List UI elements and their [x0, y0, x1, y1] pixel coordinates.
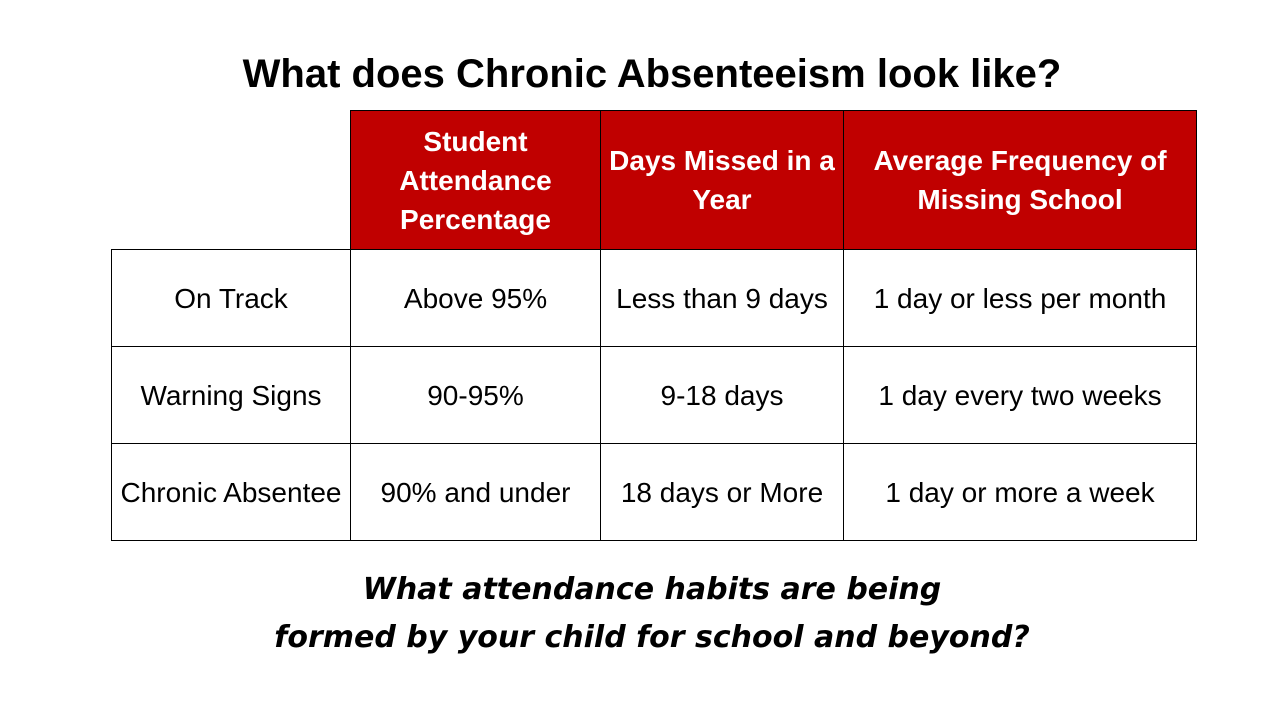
cell-days-missed: Less than 9 days — [600, 249, 844, 347]
cell-average-frequency: 1 day or less per month — [843, 249, 1197, 347]
cell-average-frequency: 1 day every two weeks — [843, 346, 1197, 444]
cell-days-missed: 9-18 days — [600, 346, 844, 444]
table-header-row: Student Attendance Percentage Days Misse… — [111, 110, 1197, 250]
cell-attendance-percentage: Above 95% — [350, 249, 601, 347]
table-row-warning-signs: Warning Signs 90-95% 9-18 days 1 day eve… — [111, 346, 1197, 444]
slide-title: What does Chronic Absenteeism look like? — [242, 52, 1062, 96]
table-row-chronic-absentee: Chronic Absentee 90% and under 18 days o… — [111, 443, 1197, 541]
table-row-on-track: On Track Above 95% Less than 9 days 1 da… — [111, 249, 1197, 347]
cell-attendance-percentage: 90% and under — [350, 443, 601, 541]
closing-question: What attendance habits are being formed … — [0, 566, 1280, 662]
header-average-frequency: Average Frequency of Missing School — [843, 110, 1197, 250]
row-label-on-track: On Track — [111, 249, 351, 347]
header-empty-cell — [111, 110, 351, 250]
absenteeism-table: Student Attendance Percentage Days Misse… — [111, 110, 1197, 541]
question-line-2: formed by your child for school and beyo… — [274, 620, 1030, 655]
cell-days-missed: 18 days or More — [600, 443, 844, 541]
row-label-chronic-absentee: Chronic Absentee — [111, 443, 351, 541]
header-attendance-percentage: Student Attendance Percentage — [350, 110, 601, 250]
cell-attendance-percentage: 90-95% — [350, 346, 601, 444]
row-label-warning-signs: Warning Signs — [111, 346, 351, 444]
cell-average-frequency: 1 day or more a week — [843, 443, 1197, 541]
question-line-1: What attendance habits are being — [362, 572, 942, 607]
header-days-missed: Days Missed in a Year — [600, 110, 844, 250]
